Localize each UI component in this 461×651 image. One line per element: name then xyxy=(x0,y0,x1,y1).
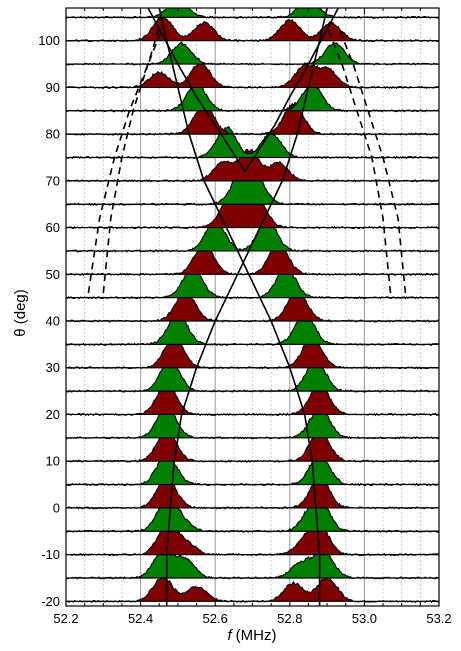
trace-fill-70 xyxy=(66,149,439,182)
trace-fill-95 xyxy=(66,42,439,65)
dashed-fit-curve-1 xyxy=(102,26,161,294)
solid-fit-curve-0 xyxy=(165,8,328,606)
trace-fill-25 xyxy=(66,359,439,392)
x-axis-title: f (MHz) xyxy=(228,627,277,644)
x-tick-label: 52.6 xyxy=(203,611,228,626)
trace-fill-5 xyxy=(66,453,439,486)
x-tick-label: 53.2 xyxy=(426,611,451,626)
tick-label-layer: 52.2 52.4 52.6 52.8 53.0 53.2 -20 -10 0 10 20 30 40 5… xyxy=(38,33,451,626)
curve-layer xyxy=(87,8,407,606)
y-tick-label: 0 xyxy=(53,500,60,515)
trace-fill--20 xyxy=(66,576,439,603)
y-tick-label: 60 xyxy=(46,220,60,235)
y-tick-label: 50 xyxy=(46,267,60,282)
y-tick-label: -10 xyxy=(41,547,60,562)
dashed-fit-curve-2 xyxy=(326,26,392,294)
trace-fill-60 xyxy=(66,195,439,229)
trace-fill-10 xyxy=(66,429,439,463)
y-tick-label: 40 xyxy=(46,314,60,329)
y-axis-title: θ (deg) xyxy=(12,289,29,337)
x-tick-label: 52.2 xyxy=(53,611,78,626)
y-tick-label: 20 xyxy=(46,407,60,422)
solid-fit-curve-1 xyxy=(158,8,321,606)
trace-fill-65 xyxy=(66,162,439,206)
y-tick-label: -20 xyxy=(41,594,60,609)
y-tick-label: 90 xyxy=(46,80,60,95)
trace-fill-55 xyxy=(66,219,439,252)
trace-layer xyxy=(66,8,439,603)
x-tick-label: 52.4 xyxy=(128,611,153,626)
x-axis-title-unit: (MHz) xyxy=(236,627,277,644)
tick-layer xyxy=(65,8,440,606)
trace-fill-0 xyxy=(66,477,439,509)
trace-fill--15 xyxy=(66,548,439,579)
solid-fit-curve-3 xyxy=(244,8,340,172)
y-tick-label: 100 xyxy=(38,33,60,48)
y-tick-label: 80 xyxy=(46,127,60,142)
trace-fill--10 xyxy=(66,521,439,556)
trace-fill--5 xyxy=(66,496,439,533)
y-tick-label: 10 xyxy=(46,454,60,469)
x-tick-label: 53.0 xyxy=(352,611,377,626)
trace-fill-30 xyxy=(66,335,439,369)
y-tick-label: 70 xyxy=(46,173,60,188)
dashed-fit-curve-3 xyxy=(337,26,407,294)
solid-fit-curve-2 xyxy=(147,8,246,172)
trace-fill-105 xyxy=(66,8,439,19)
x-axis-title-variable: f xyxy=(228,627,234,644)
trace-fill-90 xyxy=(66,62,439,89)
x-tick-label: 52.8 xyxy=(277,611,302,626)
y-tick-label: 30 xyxy=(46,360,60,375)
